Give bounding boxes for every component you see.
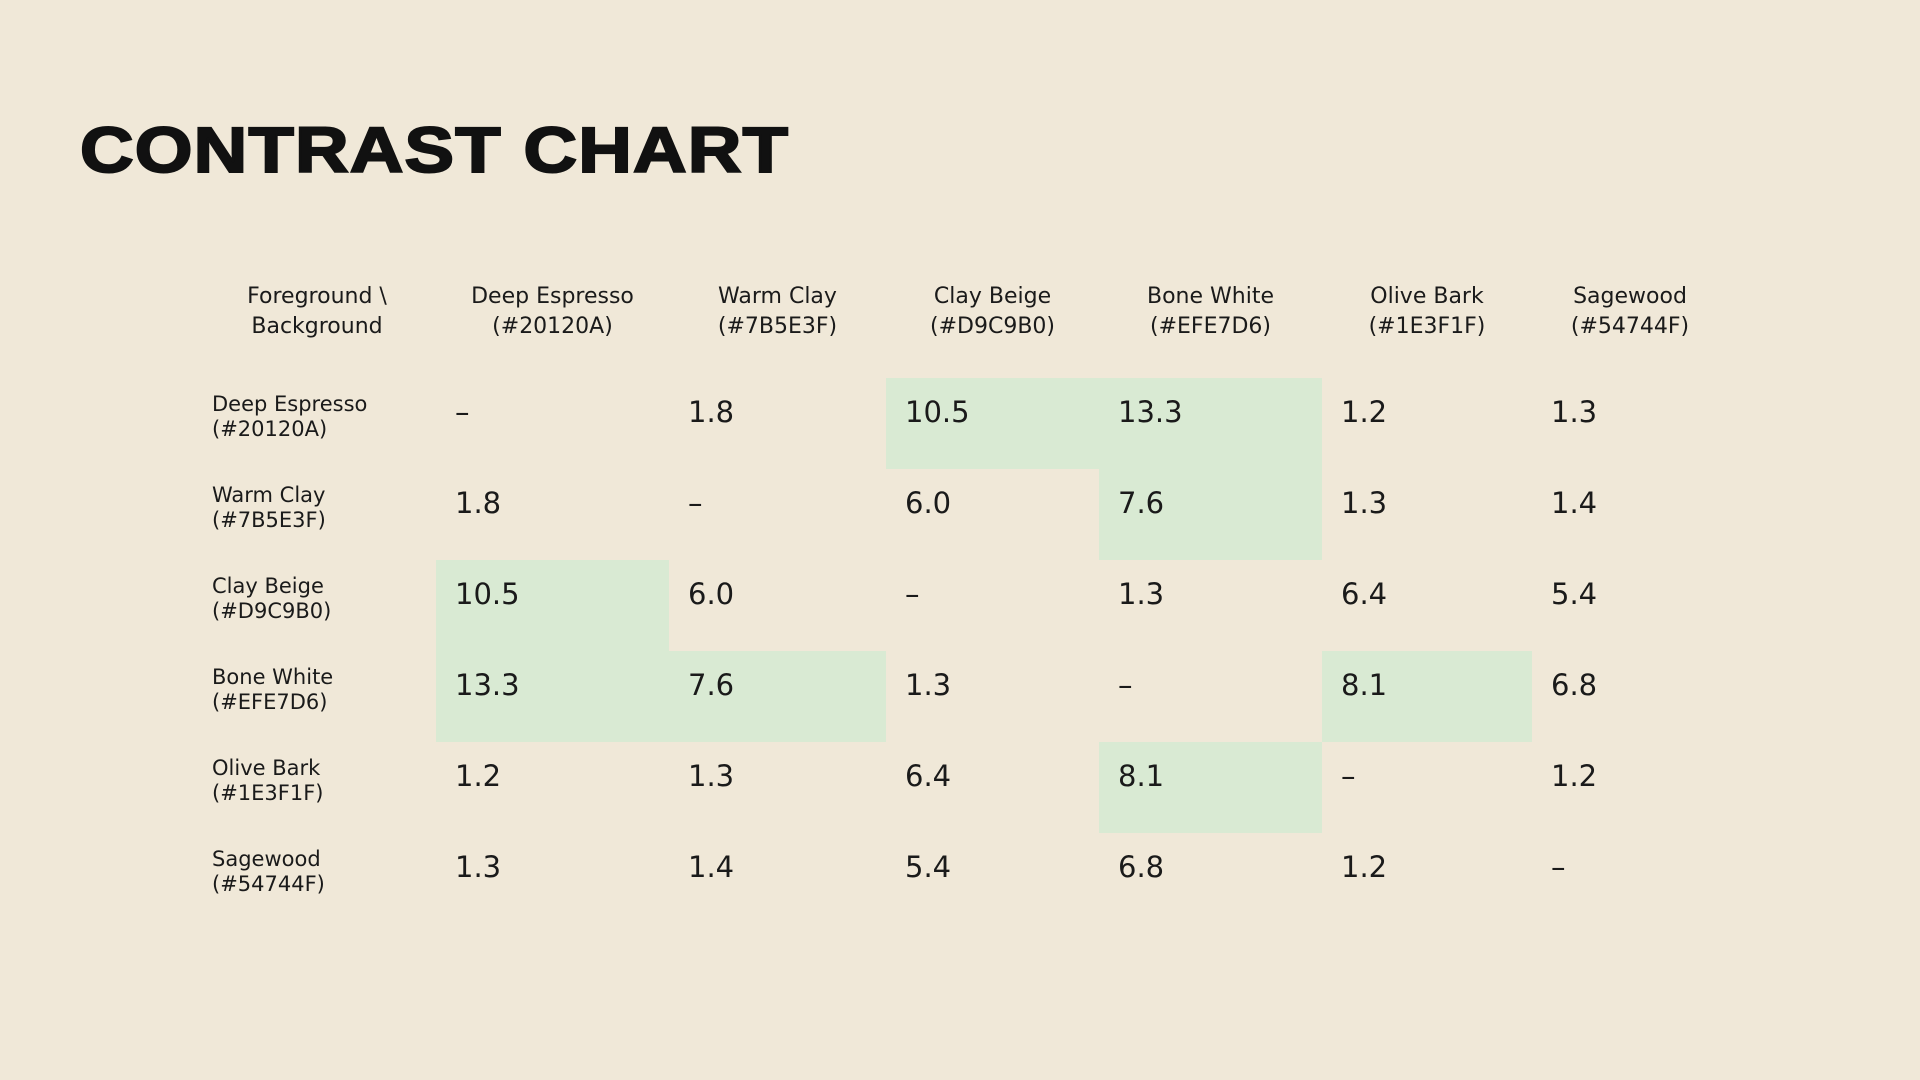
- row-name: Olive Bark: [212, 756, 321, 780]
- contrast-cell: 6.8: [1118, 850, 1165, 884]
- row-hex: (#20120A): [212, 417, 328, 441]
- contrast-cell: –: [1341, 759, 1356, 793]
- contrast-cell: 7.6: [669, 651, 886, 742]
- contrast-cell: 1.2: [1341, 850, 1388, 884]
- contrast-cell: 6.0: [905, 486, 952, 520]
- contrast-cell: 5.4: [1551, 577, 1598, 611]
- column-hex: (#20120A): [492, 314, 613, 339]
- column-name: Clay Beige: [933, 284, 1052, 309]
- column-name: Sagewood: [1573, 284, 1687, 309]
- contrast-cell: 1.2: [1341, 395, 1388, 429]
- contrast-cell: 1.4: [688, 850, 735, 884]
- contrast-cell: 1.8: [688, 395, 735, 429]
- page-title: CONTRAST CHART: [79, 113, 790, 187]
- contrast-cell: 1.3: [1118, 577, 1165, 611]
- column-name: Olive Bark: [1370, 284, 1484, 309]
- table-row: Olive Bark (#1E3F1F) 1.2 1.3 6.4 8.1– 1.2: [198, 742, 1728, 833]
- column-name: Warm Clay: [718, 284, 837, 309]
- contrast-cell: 13.3: [436, 651, 669, 742]
- column-header-clay-beige: Clay Beige (#D9C9B0): [886, 282, 1099, 378]
- table-row: Sagewood (#54744F) 1.3 1.4 5.4 6.8 1.2 –: [198, 833, 1728, 924]
- contrast-cell: 1.2: [1551, 759, 1598, 793]
- row-name: Deep Espresso: [212, 392, 368, 416]
- column-header-bone-white: Bone White (#EFE7D6): [1099, 282, 1322, 378]
- contrast-cell: 1.3: [455, 850, 502, 884]
- contrast-cell: 8.1: [1099, 742, 1322, 833]
- contrast-cell: 1.3: [1551, 395, 1598, 429]
- contrast-cell: 10.5: [436, 560, 669, 651]
- contrast-cell: 13.3: [1099, 378, 1322, 469]
- row-name: Sagewood: [212, 847, 321, 871]
- contrast-cell: 1.4: [1551, 486, 1598, 520]
- contrast-cell: 1.3: [905, 668, 952, 702]
- row-header: Deep Espresso (#20120A): [198, 378, 436, 469]
- row-header: Bone White (#EFE7D6): [198, 651, 436, 742]
- table-body: Deep Espresso (#20120A) –1.8 10.5 13.3 1.2 1.3…: [198, 378, 1728, 924]
- row-name: Warm Clay: [212, 483, 326, 507]
- row-header: Warm Clay (#7B5E3F): [198, 469, 436, 560]
- contrast-cell: –: [455, 395, 470, 429]
- row-hex: (#7B5E3F): [212, 508, 326, 532]
- column-hex: (#D9C9B0): [930, 314, 1055, 339]
- column-header-sagewood: Sagewood (#54744F): [1532, 282, 1728, 378]
- row-hex: (#54744F): [212, 872, 325, 896]
- table-row: Deep Espresso (#20120A) –1.8 10.5 13.3 1.2 1.3: [198, 378, 1728, 469]
- table-row: Warm Clay (#7B5E3F) 1.8 – 6.0 7.6 1.3 1.4: [198, 469, 1728, 560]
- contrast-table: Foreground \ Background Deep Espresso (#…: [198, 282, 1728, 924]
- table-row: Clay Beige (#D9C9B0) 10.5 6.0–1.3 6.4 5.4: [198, 560, 1728, 651]
- contrast-cell: 1.3: [1341, 486, 1388, 520]
- table-row: Bone White (#EFE7D6) 13.3 7.6 1.3–8.1 6.8: [198, 651, 1728, 742]
- row-header: Olive Bark (#1E3F1F): [198, 742, 436, 833]
- contrast-cell: –: [1118, 668, 1133, 702]
- column-name: Deep Espresso: [471, 284, 634, 309]
- contrast-cell: 1.8: [455, 486, 502, 520]
- corner-header-line-1: Foreground \: [247, 284, 387, 309]
- header-row: Foreground \ Background Deep Espresso (#…: [198, 282, 1728, 378]
- column-header-deep-espresso: Deep Espresso (#20120A): [436, 282, 669, 378]
- column-header-olive-bark: Olive Bark (#1E3F1F): [1322, 282, 1532, 378]
- row-hex: (#EFE7D6): [212, 690, 328, 714]
- contrast-cell: 7.6: [1099, 469, 1322, 560]
- contrast-cell: –: [905, 577, 920, 611]
- contrast-cell: 1.3: [688, 759, 735, 793]
- contrast-cell: 10.5: [886, 378, 1099, 469]
- row-header: Sagewood (#54744F): [198, 833, 436, 924]
- contrast-cell: 1.2: [455, 759, 502, 793]
- row-name: Bone White: [212, 665, 334, 689]
- row-header: Clay Beige (#D9C9B0): [198, 560, 436, 651]
- row-hex: (#1E3F1F): [212, 781, 324, 805]
- contrast-cell: 6.4: [905, 759, 952, 793]
- column-hex: (#EFE7D6): [1150, 314, 1271, 339]
- corner-header: Foreground \ Background: [198, 282, 436, 378]
- column-name: Bone White: [1147, 284, 1274, 309]
- contrast-cell: 6.4: [1341, 577, 1388, 611]
- row-name: Clay Beige: [212, 574, 324, 598]
- column-header-warm-clay: Warm Clay (#7B5E3F): [669, 282, 886, 378]
- column-hex: (#54744F): [1570, 314, 1690, 339]
- contrast-cell: 6.0: [688, 577, 735, 611]
- contrast-cell: –: [1551, 850, 1566, 884]
- contrast-cell: 8.1: [1322, 651, 1532, 742]
- contrast-cell: –: [688, 486, 703, 520]
- row-hex: (#D9C9B0): [212, 599, 332, 623]
- column-hex: (#7B5E3F): [717, 314, 838, 339]
- contrast-cell: 6.8: [1551, 668, 1598, 702]
- corner-header-line-2: Background: [251, 314, 383, 339]
- contrast-cell: 5.4: [905, 850, 952, 884]
- column-hex: (#1E3F1F): [1368, 314, 1486, 339]
